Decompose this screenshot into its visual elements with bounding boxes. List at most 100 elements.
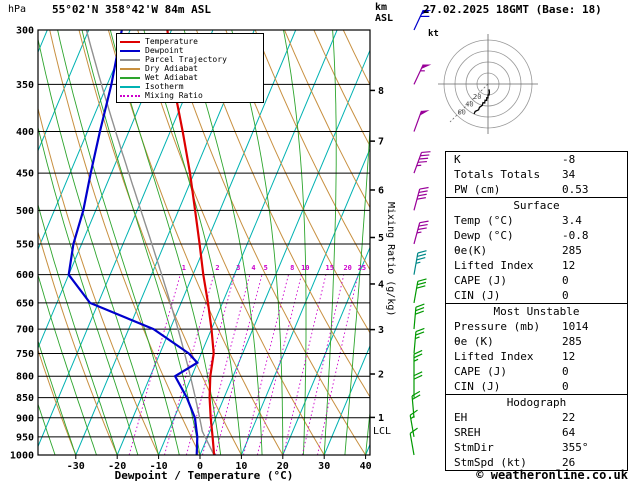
svg-text:-20: -20: [108, 461, 126, 472]
index-row-sfc-thetae: θe(K) 285: [446, 243, 627, 258]
index-label: Pressure (mb): [454, 320, 541, 333]
svg-text:3: 3: [236, 264, 240, 272]
indices-panel: K -8 Totals Totals 34 PW (cm) 0.53 Surface …: [445, 151, 628, 471]
index-value: 0: [562, 289, 569, 302]
legend-item-parcel: Parcel Trajectory: [120, 55, 260, 64]
legend-item-dry-adiabat: Dry Adiabat: [120, 64, 260, 73]
index-label: PW (cm): [454, 183, 501, 196]
index-value: 285: [562, 244, 582, 257]
copyright-watermark: © weatheronline.co.uk: [476, 468, 628, 482]
index-row-eh: EH 22: [446, 410, 627, 425]
svg-text:4: 4: [378, 279, 384, 290]
svg-text:60: 60: [457, 108, 465, 116]
svg-text:850: 850: [16, 393, 34, 404]
index-label: CIN (J): [454, 380, 501, 393]
index-value: 0: [562, 380, 569, 393]
index-value: 64: [562, 426, 576, 439]
svg-text:900: 900: [16, 413, 34, 424]
index-row-stmspd: StmSpd (kt) 26: [446, 455, 627, 470]
index-value: 0.53: [562, 183, 589, 196]
index-row-mu-li: Lifted Index 12: [446, 349, 627, 364]
svg-text:450: 450: [16, 169, 34, 180]
index-value: 34: [562, 168, 576, 181]
x-axis-label: Dewpoint / Temperature (°C): [114, 469, 294, 482]
lcl-marker-label: LCL: [373, 426, 392, 437]
index-label: StmSpd (kt): [454, 456, 527, 469]
index-value: 12: [562, 259, 576, 272]
skewt-chart: 1 2 3 4 5 8 10 15 20 2530035040045050055060065070…: [10, 9, 432, 472]
index-label: Lifted Index: [454, 350, 534, 363]
most-unstable-section-header: Most Unstable: [446, 303, 627, 319]
dry-adiabat-line-sample: [120, 67, 140, 70]
dewpoint-line-sample: [120, 49, 140, 52]
legend-item-mixing-ratio: Mixing Ratio: [120, 91, 260, 100]
index-row-totals: Totals Totals 34: [446, 167, 627, 182]
legend-label: Dry Adiabat: [145, 64, 198, 73]
temperature-line-sample: [120, 40, 140, 43]
svg-text:1: 1: [378, 413, 384, 424]
svg-text:0: 0: [197, 461, 203, 472]
svg-text:-10: -10: [150, 461, 168, 472]
index-value: -8: [562, 153, 576, 166]
svg-text:6: 6: [378, 185, 384, 196]
hodograph-section-header: Hodograph: [446, 394, 627, 410]
index-row-sfc-li: Lifted Index 12: [446, 258, 627, 273]
svg-text:40: 40: [360, 461, 372, 472]
index-label: θe(K): [454, 244, 488, 257]
index-label: CAPE (J): [454, 274, 507, 287]
parcel-line-sample: [120, 58, 140, 61]
index-row-sfc-cin: CIN (J) 0: [446, 288, 627, 303]
index-value: 0: [562, 365, 569, 378]
index-value: 12: [562, 350, 576, 363]
km-asl-axis-label: km ASL: [375, 2, 393, 24]
index-row-sfc-temp: Temp (°C) 3.4: [446, 213, 627, 228]
index-label: EH: [454, 411, 468, 424]
legend-label: Wet Adiabat: [145, 73, 198, 82]
svg-text:600: 600: [16, 270, 34, 281]
index-value: 285: [562, 335, 582, 348]
index-label: K: [454, 153, 461, 166]
svg-text:1: 1: [182, 264, 186, 272]
svg-text:3: 3: [378, 325, 384, 336]
index-label: StmDir: [454, 441, 494, 454]
svg-text:20: 20: [343, 264, 351, 272]
legend-label: Temperature: [145, 37, 198, 46]
station-title: 55°02'N 358°42'W 84m ASL: [52, 3, 211, 16]
svg-text:7: 7: [378, 137, 384, 148]
svg-text:500: 500: [16, 206, 34, 217]
svg-text:10: 10: [301, 264, 309, 272]
isotherm-line-sample: [120, 85, 140, 88]
svg-text:300: 300: [16, 26, 34, 37]
legend-label: Mixing Ratio: [145, 91, 203, 100]
index-label: Totals Totals: [454, 168, 541, 181]
svg-text:-30: -30: [67, 461, 85, 472]
svg-text:750: 750: [16, 349, 34, 360]
svg-text:20: 20: [473, 93, 481, 101]
index-row-k: K -8: [446, 152, 627, 167]
svg-text:20: 20: [277, 461, 289, 472]
svg-text:5: 5: [378, 233, 384, 244]
legend-item-isotherm: Isotherm: [120, 82, 260, 91]
index-row-mu-pressure: Pressure (mb) 1014: [446, 319, 627, 334]
index-row-sfc-dewp: Dewp (°C) -0.8: [446, 228, 627, 243]
svg-text:40: 40: [465, 101, 473, 109]
mixing-ratio-line-sample: [120, 94, 140, 97]
wet-adiabat-line-sample: [120, 76, 140, 79]
index-value: 22: [562, 411, 576, 424]
asl-label: ASL: [375, 13, 394, 24]
svg-text:950: 950: [16, 432, 34, 443]
index-value: 1014: [562, 320, 589, 333]
pressure-unit-label: hPa: [8, 4, 27, 15]
svg-text:5: 5: [264, 264, 268, 272]
mixing-ratio-axis-label: Mixing Ratio (g/kg): [385, 202, 396, 317]
svg-text:400: 400: [16, 127, 34, 138]
index-row-pw: PW (cm) 0.53: [446, 182, 627, 197]
legend-box: Temperature Dewpoint Parcel Trajectory D…: [116, 33, 264, 103]
svg-text:kt: kt: [428, 29, 439, 39]
index-value: 0: [562, 274, 569, 287]
legend-label: Dewpoint: [145, 46, 184, 55]
legend-label: Isotherm: [145, 82, 184, 91]
svg-text:350: 350: [16, 80, 34, 91]
svg-text:15: 15: [326, 264, 334, 272]
